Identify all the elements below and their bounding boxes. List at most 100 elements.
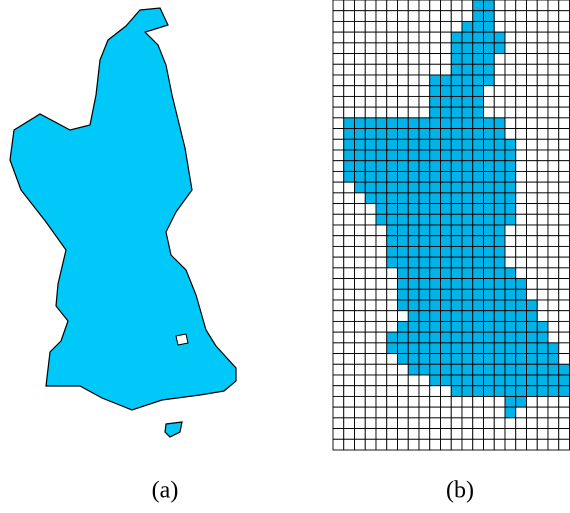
grid-cell [365, 268, 376, 279]
grid-cell [537, 407, 548, 418]
grid-cell [473, 107, 484, 118]
grid-cell [387, 311, 398, 322]
grid-cell [344, 139, 355, 150]
grid-cell [430, 75, 441, 86]
grid-cell [355, 193, 366, 204]
grid-cell [494, 118, 505, 129]
grid-cell [419, 354, 430, 365]
grid-cell [344, 21, 355, 32]
grid-cell [419, 32, 430, 43]
grid-cell [537, 386, 548, 397]
grid-cell [548, 0, 559, 11]
grid-cell [387, 171, 398, 182]
grid-cell [333, 396, 344, 407]
grid-cell [408, 396, 419, 407]
grid-cell [462, 439, 473, 450]
grid-cell [408, 193, 419, 204]
grid-cell [441, 54, 452, 65]
grid-cell [537, 43, 548, 54]
grid-cell [451, 204, 462, 215]
grid-cell [408, 204, 419, 215]
grid-cell [505, 139, 516, 150]
grid-cell [537, 354, 548, 365]
grid-cell [451, 311, 462, 322]
grid-cell [516, 321, 527, 332]
grid-cell [505, 204, 516, 215]
grid-cell [430, 236, 441, 247]
grid-cell [451, 343, 462, 354]
grid-cell [333, 0, 344, 11]
grid-cell [344, 375, 355, 386]
grid-cell [537, 118, 548, 129]
grid-cell [365, 439, 376, 450]
grid-cell [516, 193, 527, 204]
grid-cell [537, 236, 548, 247]
grid-cell [419, 418, 430, 429]
grid-cell [484, 396, 495, 407]
grid-cell [484, 107, 495, 118]
grid-cell [398, 386, 409, 397]
grid-cell [430, 54, 441, 65]
grid-cell [376, 21, 387, 32]
grid-cell [505, 182, 516, 193]
grid-cell [527, 64, 538, 75]
grid-cell [355, 257, 366, 268]
grid-cell [344, 96, 355, 107]
grid-cell [398, 193, 409, 204]
grid-cell [548, 396, 559, 407]
grid-cell [398, 32, 409, 43]
grid-cell [408, 0, 419, 11]
grid-cell [516, 268, 527, 279]
grid-cell [441, 75, 452, 86]
grid-cell [473, 204, 484, 215]
grid-cell [344, 289, 355, 300]
grid-cell [559, 182, 570, 193]
grid-cell [408, 279, 419, 290]
grid-cell [473, 161, 484, 172]
grid-cell [441, 96, 452, 107]
grid-cell [505, 107, 516, 118]
grid-cell [462, 332, 473, 343]
grid-cell [537, 107, 548, 118]
grid-cell [398, 321, 409, 332]
grid-cell [527, 321, 538, 332]
grid-cell [494, 150, 505, 161]
grid-cell [376, 161, 387, 172]
grid-cell [376, 139, 387, 150]
grid-cell [408, 64, 419, 75]
grid-cell [559, 32, 570, 43]
grid-cell [494, 64, 505, 75]
grid-cell [398, 161, 409, 172]
grid-cell [398, 204, 409, 215]
grid-cell [376, 193, 387, 204]
grid-cell [494, 225, 505, 236]
grid-cell [441, 429, 452, 440]
grid-cell [376, 182, 387, 193]
grid-cell [462, 107, 473, 118]
grid-cell [462, 118, 473, 129]
grid-cell [355, 246, 366, 257]
grid-cell [494, 214, 505, 225]
grid-cell [365, 386, 376, 397]
grid-cell [408, 343, 419, 354]
grid-cell [484, 386, 495, 397]
grid-cell [441, 311, 452, 322]
grid-cell [398, 257, 409, 268]
grid-cell [355, 321, 366, 332]
grid-cell [344, 246, 355, 257]
grid-cell [344, 54, 355, 65]
grid-cell [398, 86, 409, 97]
grid-cell [559, 11, 570, 22]
grid-cell [387, 86, 398, 97]
grid-cell [355, 204, 366, 215]
grid-cell [473, 429, 484, 440]
grid-cell [333, 268, 344, 279]
grid-cell [462, 321, 473, 332]
grid-cell [430, 161, 441, 172]
grid-cell [494, 54, 505, 65]
grid-cell [548, 171, 559, 182]
grid-cell [355, 364, 366, 375]
grid-cell [365, 375, 376, 386]
grid-cell [451, 43, 462, 54]
grid-cell [484, 193, 495, 204]
